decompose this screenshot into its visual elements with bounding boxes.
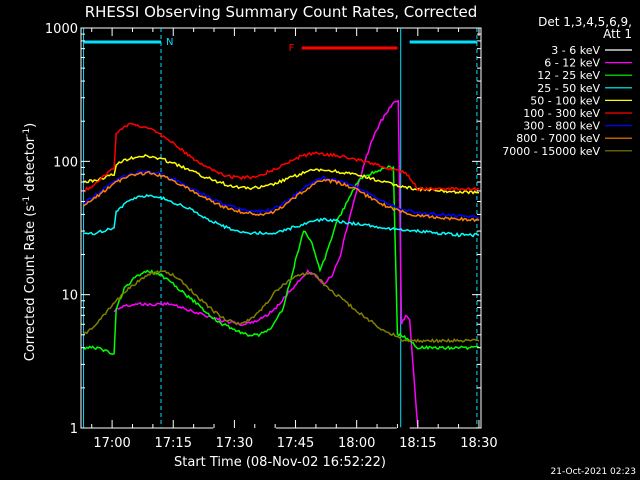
y-axis: 1 10 100 1000: [45, 22, 481, 437]
plot-frame: [80, 27, 482, 429]
legend-entry-label: 7000 - 15000 keV: [502, 145, 600, 158]
legend-entry-label: 50 - 100 keV: [530, 94, 600, 107]
x-tick-label: 17:00: [93, 436, 130, 451]
series-line: [113, 99, 419, 429]
y-axis-label-sup2: -1: [22, 128, 32, 137]
y-axis-label-end: ): [23, 123, 38, 128]
legend-entry-label: 100 - 300 keV: [523, 107, 600, 120]
series-line: [83, 165, 480, 355]
legend-header-2: Att 1: [603, 27, 632, 41]
series-line: [83, 269, 480, 344]
legend-entry-label: 6 - 12 keV: [544, 57, 600, 70]
legend-entry-label: 300 - 800 keV: [523, 120, 600, 133]
x-tick-label: 17:45: [277, 436, 314, 451]
x-tick-label: 18:15: [399, 436, 436, 451]
x-tick-label: 18:00: [338, 436, 375, 451]
chart-title: RHESSI Observing Summary Count Rates, Co…: [85, 3, 478, 21]
series-line: [83, 122, 480, 193]
series-line: [83, 170, 480, 223]
series-line: [83, 154, 480, 195]
x-tick-label: 18:30: [460, 436, 497, 451]
x-tick-label: 17:30: [216, 436, 253, 451]
y-axis-label-mid: detector: [23, 136, 38, 196]
series-line: [83, 247, 410, 429]
x-axis: 17:00 17:15 17:30 17:45 18:00 18:15 18:30: [91, 28, 498, 451]
series-line: [83, 193, 480, 238]
y-tick-label: 1000: [45, 22, 78, 37]
x-tick-label: 17:15: [155, 436, 192, 451]
y-tick-label: 10: [61, 289, 78, 304]
y-tick-label: 100: [53, 155, 78, 170]
y-axis-label-sup1: -1: [22, 196, 32, 205]
legend-entry-label: 12 - 25 keV: [537, 69, 600, 82]
y-axis-label: Corrected Count Rate (s-1 detector-1): [22, 123, 38, 361]
legend-header-1: Det 1,3,4,5,6,9,: [538, 15, 632, 29]
y-axis-label-main: Corrected Count Rate (s: [23, 205, 38, 362]
night-label: N: [166, 37, 173, 48]
plot-area: [80, 27, 482, 429]
footer-date: 21-Oct-2021 02:23: [551, 467, 636, 477]
y-tick-label: 1: [70, 422, 78, 437]
flare-label: F: [289, 43, 295, 54]
legend-entry-label: 3 - 6 keV: [551, 44, 600, 57]
x-axis-label: Start Time (08-Nov-02 16:52:22): [174, 455, 386, 470]
series-group: [83, 99, 480, 429]
legend-entry-label: 25 - 50 keV: [537, 82, 600, 95]
series-line: [83, 170, 480, 220]
legend-entry-label: 800 - 7000 keV: [516, 132, 600, 145]
annotations: NF: [83, 28, 478, 428]
